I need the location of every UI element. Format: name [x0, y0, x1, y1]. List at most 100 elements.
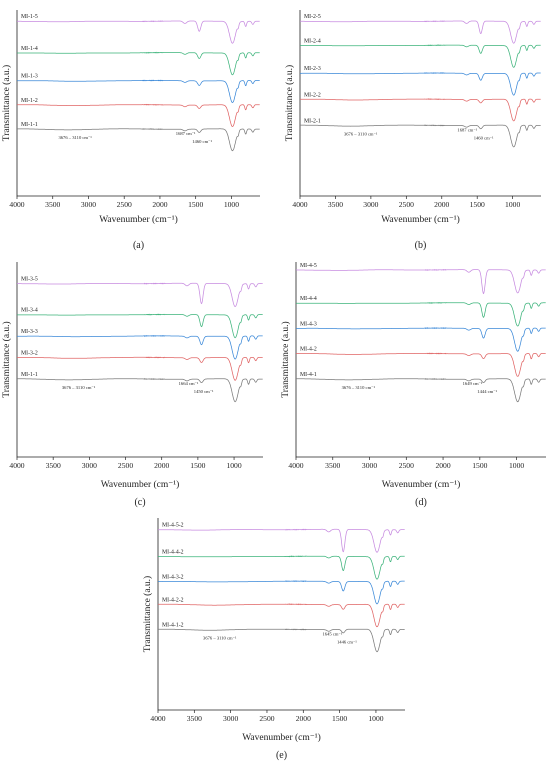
chart-panel-3: 4000 3500 3000 2500 2000 1500 1000 Transmittanc…: [280, 262, 546, 508]
peak-annotation: 3676 – 3110 cm⁻¹: [344, 131, 378, 136]
series-label: MI-1-5: [21, 14, 38, 20]
series-line-MI-4-4-2: [158, 555, 405, 580]
series-label: MI-1-1: [21, 122, 38, 128]
x-tick-label: 2500: [117, 200, 132, 209]
peak-annotation: 1649 cm⁻¹: [463, 381, 483, 386]
x-tick-label: 3000: [223, 714, 238, 723]
series-label: MI-2-3: [304, 66, 321, 72]
x-tick-label: 2000: [154, 461, 169, 470]
y-axis-label: Transmittance (a.u.): [1, 321, 12, 397]
series-line-MI-2-2: [300, 98, 541, 122]
chart-panel-1: 4000 3500 3000 2500 2000 1500 1000 Transmittanc…: [284, 10, 541, 251]
x-tick-label: 3500: [45, 200, 60, 209]
series-line-MI-4-3: [296, 327, 546, 352]
x-tick-label: 2000: [296, 714, 311, 723]
x-tick-label: 3000: [363, 200, 378, 209]
series-line-MI-2-1: [300, 124, 541, 148]
series-label: MI-4-4: [300, 296, 317, 302]
series-line-MI-4-2-2: [158, 603, 405, 628]
series-label: MI-1-3: [21, 74, 38, 80]
peak-annotation: 1450 cm⁻¹: [194, 389, 214, 394]
panel-label: (b): [415, 240, 427, 251]
panel-label: (d): [415, 497, 427, 508]
panel-label: (a): [133, 240, 144, 251]
y-axis-label: Transmittance (a.u.): [142, 576, 153, 652]
series-line-MI-4-2: [296, 352, 546, 377]
panel-label: (c): [134, 497, 145, 508]
y-axis-label: Transmittance (a.u.): [284, 65, 295, 141]
x-tick-label: 4000: [9, 200, 24, 209]
series-label: MI-2-4: [304, 38, 321, 44]
x-tick-label: 4000: [292, 200, 307, 209]
series-label: MI-2-5: [304, 14, 321, 20]
peak-annotation: 1645 cm⁻¹: [322, 631, 342, 636]
x-axis-label: Wavenumber (cm⁻¹): [381, 214, 460, 225]
peak-annotation: 1460 cm⁻¹: [192, 139, 212, 144]
x-tick-label: 2000: [152, 200, 167, 209]
chart-panel-0: 4000 3500 3000 2500 2000 1500 1000 Transmittanc…: [1, 10, 260, 251]
series-label: MI-3-3: [21, 329, 38, 335]
peak-annotation: 1446 cm⁻¹: [337, 639, 357, 644]
peak-annotation: 1460 cm⁻¹: [474, 135, 494, 140]
series-line-MI-3-4: [17, 313, 263, 339]
series-line-MI-1-1: [16, 128, 260, 152]
series-label: MI-4-2-2: [162, 597, 184, 603]
series-label: MI-4-5: [300, 263, 317, 269]
x-tick-label: 2000: [434, 200, 449, 209]
x-tick-label: 4000: [9, 461, 24, 470]
series-line-MI-4-5-2: [158, 528, 405, 553]
peak-annotation: 1444 cm⁻¹: [477, 389, 497, 394]
x-tick-label: 2500: [399, 200, 414, 209]
x-tick-label: 1000: [226, 461, 241, 470]
x-axis-label: Wavenumber (cm⁻¹): [101, 479, 180, 490]
series-label: MI-4-3: [300, 321, 317, 327]
x-tick-label: 2000: [435, 461, 450, 470]
axis-frame: [299, 10, 541, 197]
x-tick-label: 1500: [332, 714, 347, 723]
x-tick-label: 3500: [187, 714, 202, 723]
x-tick-label: 1000: [368, 714, 383, 723]
series-label: MI-4-4-2: [162, 549, 184, 555]
peak-annotation: 3676 – 3110 cm⁻¹: [342, 385, 376, 390]
series-line-MI-1-2: [17, 103, 260, 127]
series-label: MI-4-1-2: [162, 622, 184, 628]
x-tick-label: 4000: [288, 461, 303, 470]
x-tick-label: 1500: [472, 461, 487, 470]
series-line-MI-4-4: [296, 302, 546, 327]
panel-label: (e): [276, 750, 287, 761]
series-label: MI-3-4: [21, 308, 38, 314]
x-tick-label: 3000: [362, 461, 377, 470]
x-axis-label: Wavenumber (cm⁻¹): [99, 214, 178, 225]
x-tick-label: 2500: [118, 461, 133, 470]
series-line-MI-4-3-2: [158, 580, 405, 605]
series-line-MI-4-1-2: [158, 628, 405, 653]
series-line-MI-2-4: [300, 44, 541, 68]
peak-annotation: 3676 – 3110 cm⁻¹: [203, 635, 237, 640]
peak-annotation: 3676 – 3110 cm⁻¹: [62, 385, 96, 390]
x-tick-label: 1000: [509, 461, 524, 470]
axis-frame: [16, 10, 260, 197]
series-label: MI-1-1: [21, 372, 38, 378]
x-tick-label: 1000: [505, 200, 520, 209]
x-tick-label: 4000: [150, 714, 165, 723]
x-tick-label: 3000: [81, 200, 96, 209]
series-label: MI-1-2: [21, 98, 38, 104]
series-label: MI-3-5: [21, 276, 38, 282]
x-tick-label: 1000: [224, 200, 239, 209]
y-axis-label: Transmittance (a.u.): [1, 65, 12, 141]
chart-panel-4: 4000 3500 3000 2500 2000 1500 1000 Transmittanc…: [142, 518, 405, 761]
x-tick-label: 3500: [328, 200, 343, 209]
series-line-MI-4-5: [296, 269, 546, 295]
x-axis-label: Wavenumber (cm⁻¹): [382, 479, 461, 490]
series-line-MI-3-2: [17, 356, 263, 381]
peak-annotation: 3676 – 3110 cm⁻¹: [58, 135, 92, 140]
series-line-MI-4-1: [296, 378, 546, 403]
peak-annotation: 1687 cm⁻¹: [457, 127, 477, 132]
series-label: MI-3-2: [21, 351, 38, 357]
series-line-MI-1-4: [17, 51, 260, 76]
series-label: MI-2-1: [304, 118, 321, 124]
series-line-MI-1-3: [17, 79, 260, 103]
peak-annotation: 1687 cm⁻¹: [176, 131, 196, 136]
y-axis-label: Transmittance (a.u.): [280, 321, 291, 397]
x-tick-label: 1500: [190, 461, 205, 470]
